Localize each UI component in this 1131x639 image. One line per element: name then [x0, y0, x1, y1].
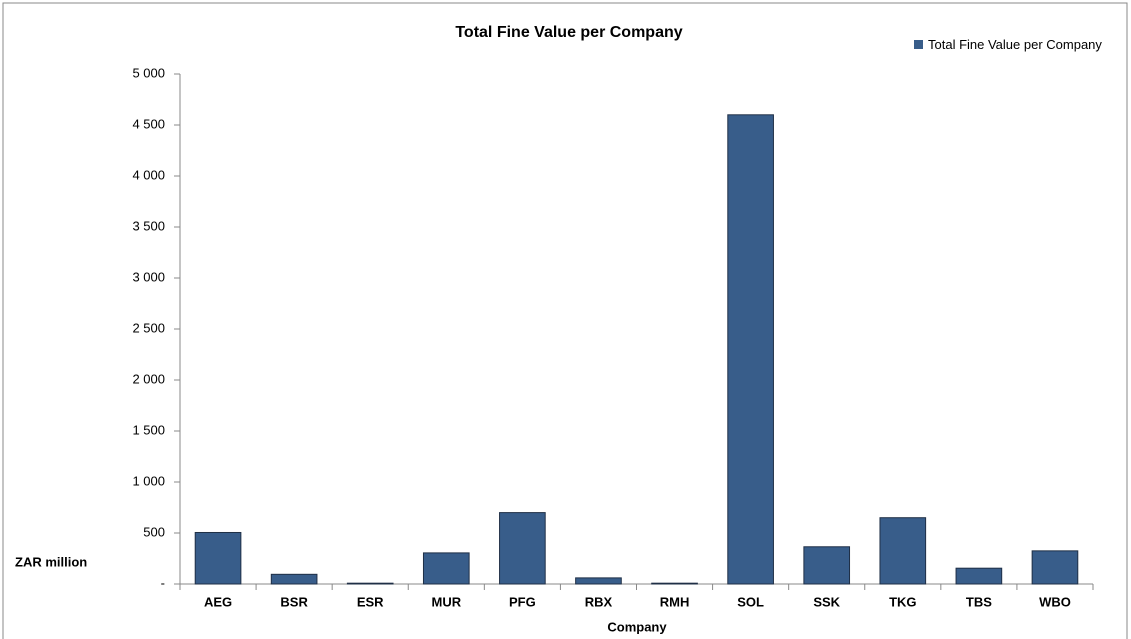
- bar: [879, 517, 927, 585]
- y-tick-label: 2 500: [132, 320, 165, 335]
- y-tick-label: 1 000: [132, 473, 165, 488]
- x-axis-label: Company: [607, 619, 667, 634]
- bar: [194, 531, 242, 585]
- x-tick-label: RMH: [660, 594, 690, 609]
- chart-title: Total Fine Value per Company: [455, 24, 682, 41]
- x-tick-label: AEG: [204, 594, 232, 609]
- bar: [575, 577, 622, 585]
- bar: [955, 567, 1003, 585]
- y-tick-label: -: [161, 575, 165, 590]
- bar: [803, 546, 851, 585]
- x-tick-label: TBS: [966, 594, 992, 609]
- bar: [1031, 550, 1079, 585]
- bar: [727, 114, 774, 585]
- y-tick-label: 1 500: [132, 422, 165, 437]
- bar: [651, 582, 698, 585]
- x-tick-label: BSR: [280, 594, 308, 609]
- y-tick-label: 4 500: [132, 116, 165, 131]
- legend-swatch: [914, 40, 923, 49]
- y-axis-label: ZAR million: [15, 554, 87, 569]
- bar: [270, 573, 318, 585]
- y-tick-label: 3 500: [132, 218, 165, 233]
- bar: [422, 552, 470, 585]
- x-tick-label: RBX: [585, 594, 613, 609]
- y-tick-label: 2 000: [132, 371, 165, 386]
- y-tick-label: 3 000: [132, 269, 165, 284]
- x-tick-label: PFG: [509, 594, 536, 609]
- bar: [499, 512, 546, 585]
- x-tick-label: WBO: [1039, 594, 1071, 609]
- legend-label: Total Fine Value per Company: [928, 37, 1102, 52]
- bar: [346, 582, 394, 585]
- y-tick-label: 500: [143, 524, 165, 539]
- x-tick-label: TKG: [889, 594, 916, 609]
- x-tick-label: SSK: [813, 594, 840, 609]
- x-tick-label: ESR: [357, 594, 384, 609]
- y-tick-label: 5 000: [132, 65, 165, 80]
- y-tick-label: 4 000: [132, 167, 165, 182]
- x-tick-label: MUR: [431, 594, 461, 609]
- x-tick-label: SOL: [737, 594, 764, 609]
